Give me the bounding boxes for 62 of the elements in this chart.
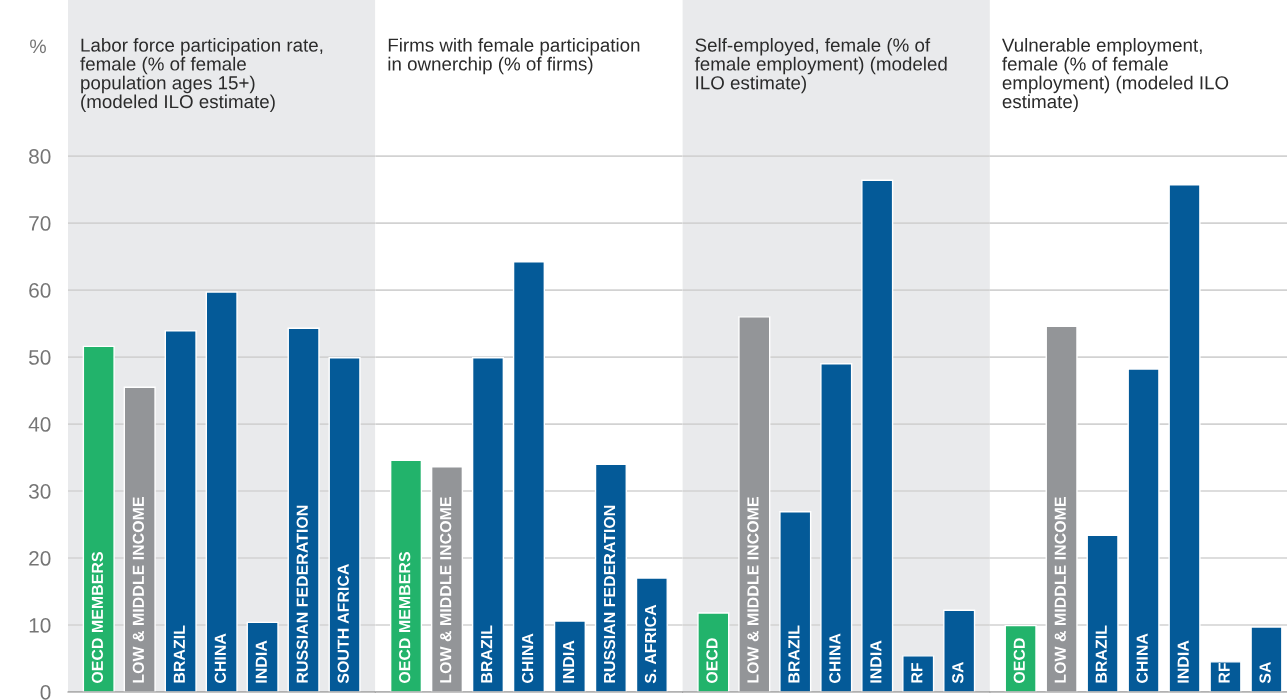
category-label: LOW & MIDDLE INCOME	[439, 497, 452, 683]
category-label: INDIA	[1177, 640, 1189, 683]
bar	[779, 511, 812, 692]
category-label: CHINA	[521, 633, 534, 684]
y-tick-label: 80	[29, 149, 51, 164]
bar	[820, 363, 853, 692]
category-label: RUSSIAN FEDERATION	[603, 505, 616, 683]
bar	[943, 609, 976, 692]
bar	[738, 316, 771, 692]
category-label: OECD MEMBERS	[91, 552, 104, 684]
category-label: BRAZIL	[1095, 625, 1107, 683]
y-tick-label: 70	[29, 216, 51, 231]
category-label: CHINA	[1136, 633, 1148, 684]
category-label: INDIA	[255, 640, 267, 683]
bar	[635, 577, 668, 692]
bar	[164, 330, 197, 692]
category-label: INDIA	[563, 640, 575, 683]
category-label: CHINA	[214, 633, 226, 684]
category-label: RF	[911, 662, 923, 683]
category-label: CHINA	[829, 633, 841, 684]
category-label: S. AFRICA	[644, 604, 657, 684]
y-tick-label: 30	[28, 484, 51, 499]
bar	[1168, 184, 1201, 692]
bar	[287, 327, 320, 692]
text: Self-employed, female (% of female employment) (modeled ILO estimate)	[694, 38, 947, 94]
y-axis-title: %	[30, 39, 46, 54]
category-label: OECD MEMBERS	[399, 552, 411, 684]
bar	[205, 291, 238, 692]
y-tick-label: 0	[40, 685, 51, 700]
category-label: OECD	[706, 638, 718, 684]
category-label: LOW & MIDDLE INCOME	[1054, 497, 1066, 683]
bar	[1045, 325, 1078, 692]
y-tick-label: 10	[29, 618, 51, 633]
category-label: OECD	[1013, 638, 1025, 684]
bar	[82, 345, 115, 692]
category-label: SOUTH AFRICA	[337, 564, 349, 684]
bar	[1127, 368, 1160, 692]
bar	[861, 179, 894, 692]
category-label: SA	[1259, 661, 1271, 684]
y-tick-label: 60	[29, 283, 51, 298]
category-label: INDIA	[870, 640, 882, 683]
text: Firms with female participation in ownerchip (% of firms)	[388, 38, 640, 75]
bar	[512, 261, 546, 692]
bar	[471, 357, 505, 692]
y-tick-label: 20	[29, 551, 51, 566]
category-label: LOW & MIDDLE INCOME	[132, 497, 144, 683]
category-label: BRAZIL	[481, 625, 493, 683]
bar	[1250, 626, 1283, 692]
y-tick-label: 40	[28, 417, 51, 432]
bar	[697, 612, 730, 692]
category-label: RF	[1218, 662, 1230, 683]
text: Vulnerable employment, female (% of female employment) (modeled ILO estimate)	[1001, 38, 1229, 112]
category-label: BRAZIL	[173, 625, 185, 683]
category-label: SA	[952, 661, 964, 684]
bar	[1086, 534, 1119, 692]
category-label: BRAZIL	[788, 625, 800, 683]
y-tick-label: 50	[29, 350, 51, 365]
bar	[123, 386, 156, 692]
bar	[328, 357, 361, 692]
category-label: LOW & MIDDLE INCOME	[747, 497, 759, 683]
category-label: RUSSIAN FEDERATION	[296, 505, 308, 683]
text: Labor force participation rate, female (% of female population ages 15+) (modeled ILO estimate)	[80, 38, 323, 112]
